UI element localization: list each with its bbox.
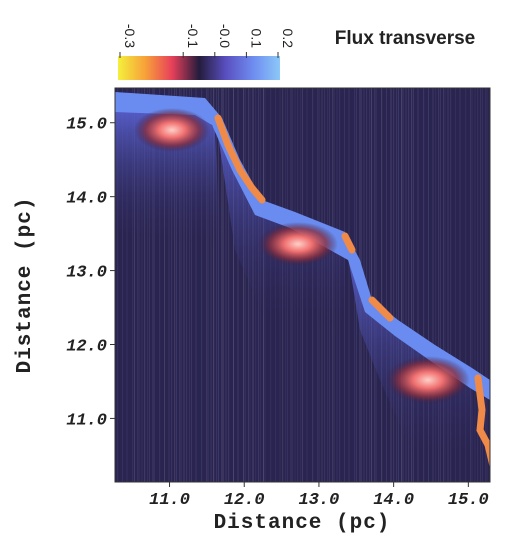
x-tick-label: 15.0 [448, 491, 489, 510]
y-tick-label: 11.0 [66, 411, 107, 430]
colorbar-tick-label: 0.1 [248, 29, 264, 49]
x-axis-title: Distance (pc) [214, 512, 391, 535]
colorbar-tick-label: -0.1 [185, 24, 201, 48]
y-tick-label: 14.0 [66, 190, 107, 209]
y-tick-label: 13.0 [66, 264, 107, 283]
colorbar-tick-label: -0.3 [122, 24, 138, 48]
x-tick-label: 12.0 [224, 491, 265, 510]
hot-spot [386, 356, 470, 404]
colorbar [118, 56, 280, 80]
y-tick-label: 15.0 [66, 116, 107, 135]
x-tick-label: 13.0 [299, 491, 340, 510]
front-blue [115, 92, 490, 400]
y-tick-label: 12.0 [66, 338, 107, 357]
colorbar-tick-label: 0.2 [280, 29, 296, 49]
hot-spot [134, 108, 210, 152]
y-axis-title: Distance (pc) [14, 197, 37, 374]
hot-spot [258, 222, 338, 266]
colorbar-title: Flux transverse [334, 28, 476, 49]
x-tick-label: 14.0 [373, 491, 414, 510]
plume [345, 238, 478, 470]
plot-frame [114, 87, 491, 483]
colorbar-tick-label: -0.0 [217, 24, 233, 48]
x-tick-label: 11.0 [149, 491, 190, 510]
field [115, 88, 490, 482]
front-orange [214, 114, 490, 469]
